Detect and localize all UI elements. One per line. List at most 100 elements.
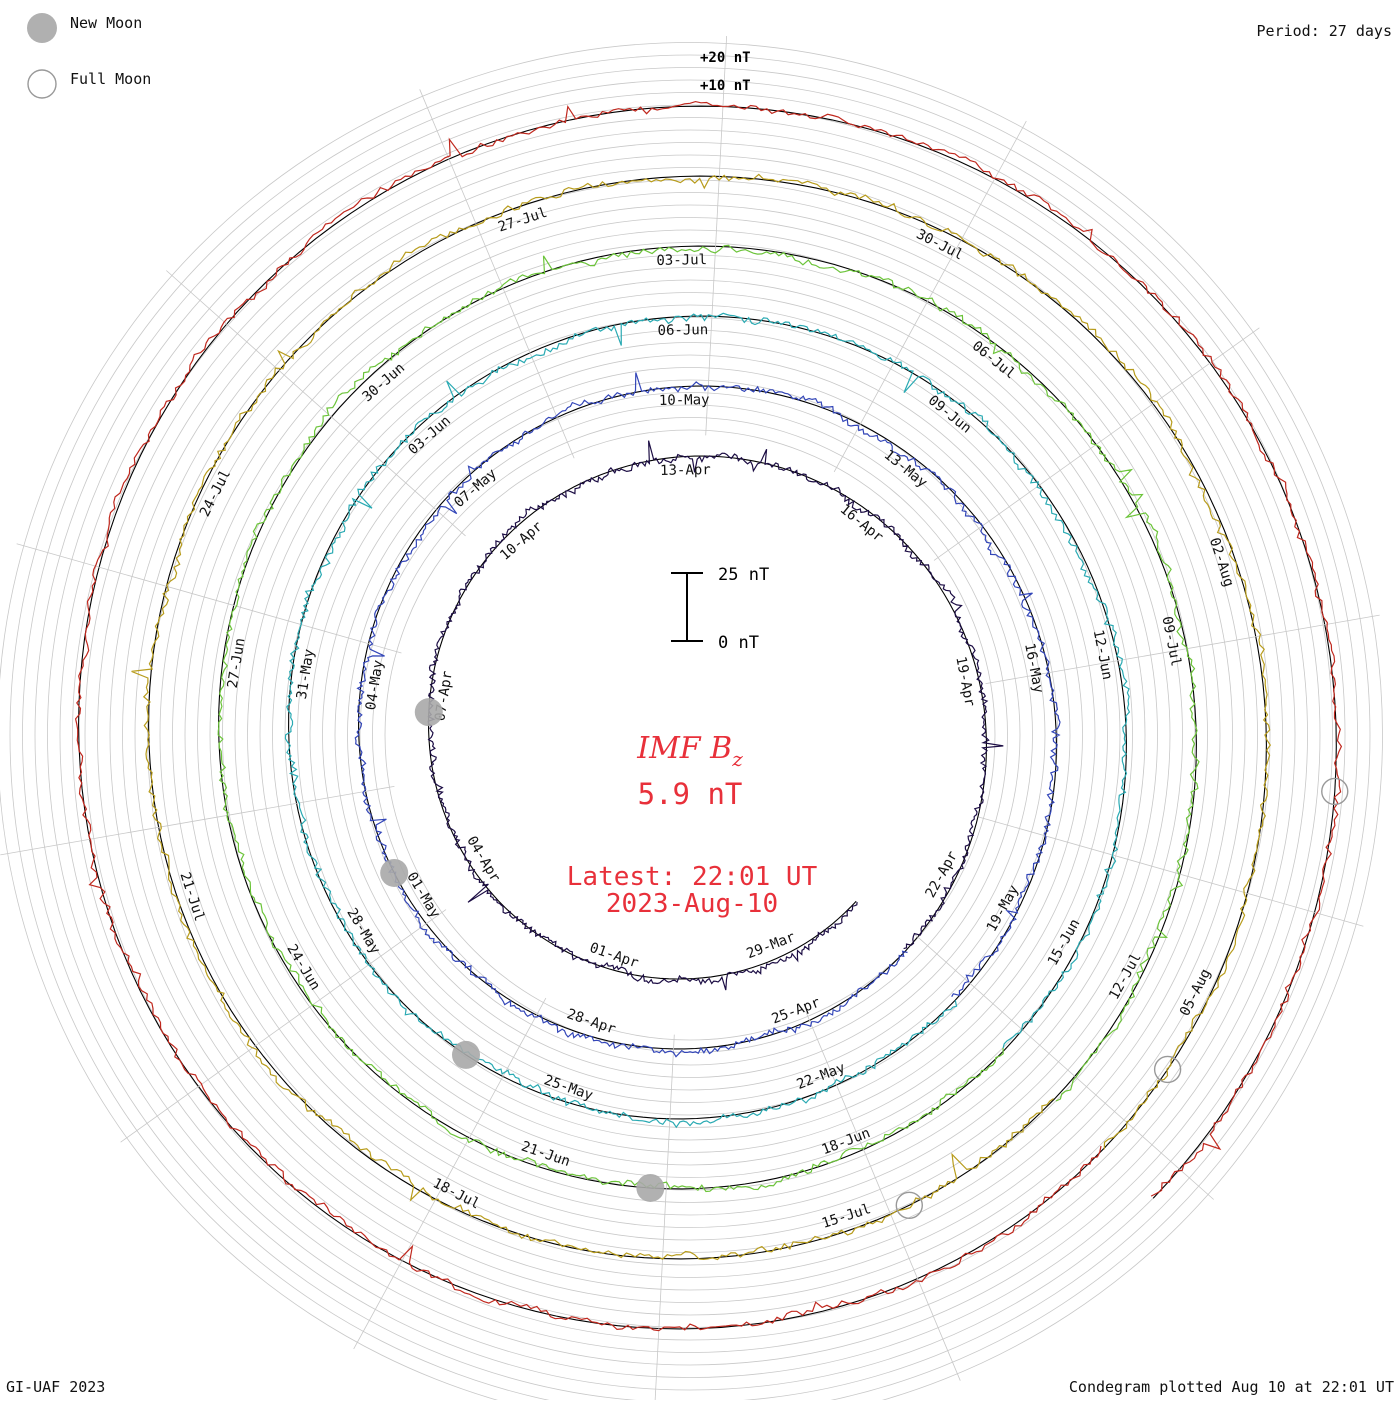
grid-spoke	[978, 816, 1364, 927]
grid-spoke	[985, 614, 1380, 685]
series-jul	[131, 173, 1272, 1261]
date-label: 10-Apr	[497, 519, 546, 564]
date-label: 05-Aug	[1177, 966, 1214, 1018]
new-moon-label: New Moon	[70, 14, 142, 32]
date-label: 04-Apr	[463, 833, 503, 885]
grid-ring	[297, 342, 1083, 1128]
imf-title: IMF Bz	[636, 731, 743, 771]
series-jun-jul	[217, 244, 1200, 1193]
moon-markers	[380, 698, 1349, 1219]
grid-ring	[209, 254, 1171, 1216]
new-moon-icon	[27, 13, 57, 43]
grid-ring	[197, 242, 1183, 1228]
grid-ring	[359, 404, 1021, 1066]
date-label: 16-Apr	[837, 501, 886, 545]
credit-label: GI-UAF 2023	[6, 1378, 106, 1396]
grid-spoke	[0, 785, 395, 856]
latest-time: Latest: 22:01 UT	[567, 862, 818, 892]
scale-bar	[671, 572, 703, 642]
grid-ring	[259, 304, 1121, 1166]
grid-ring	[234, 279, 1146, 1191]
plotted-label: Condegram plotted Aug 10 at 22:01 UT	[1068, 1378, 1394, 1396]
new-moon-marker	[451, 1040, 480, 1069]
grid-ring	[247, 292, 1133, 1178]
scale-bar-bottom-label: 0 nT	[718, 633, 759, 653]
grid-ring	[9, 54, 1371, 1404]
date-label: 18-Jun	[820, 1125, 873, 1158]
grid-ring	[122, 167, 1258, 1303]
grid-rings	[0, 42, 1383, 1404]
date-label: 25-May	[542, 1072, 595, 1104]
grid-spoke	[120, 909, 447, 1143]
grid-spoke	[933, 327, 1260, 561]
grid-ring	[109, 154, 1271, 1316]
series-mar-apr	[427, 440, 1004, 991]
grid-spoke	[914, 933, 1214, 1200]
date-label: 27-Jun	[225, 637, 249, 689]
scale-bar-top-label: 25 nT	[718, 565, 769, 585]
date-label: 21-Jun	[519, 1139, 572, 1171]
grid-spoke	[166, 270, 466, 537]
date-label: 21-Jul	[176, 870, 207, 923]
grid-ring	[147, 192, 1233, 1278]
grid-spoke	[654, 1034, 675, 1404]
period-label: Period: 27 days	[1256, 22, 1392, 40]
full-moon-icon	[27, 69, 57, 99]
grid-ring	[309, 354, 1071, 1116]
date-label: 01-May	[403, 870, 443, 922]
scale-label-plus10: +10 nT	[700, 78, 751, 94]
latest-date: 2023-Aug-10	[606, 889, 778, 919]
date-label: 16-May	[1021, 642, 1046, 695]
grid-ring	[347, 392, 1033, 1078]
imf-title-main: IMF B	[636, 731, 732, 766]
date-label: 19-Apr	[952, 655, 977, 708]
date-label: 15-Jul	[820, 1201, 873, 1232]
grid-spoke	[419, 89, 575, 459]
series-may-jun	[284, 312, 1131, 1129]
new-moon-marker	[636, 1173, 665, 1202]
full-moon-marker	[895, 1191, 923, 1219]
date-label: 10-May	[659, 392, 710, 409]
date-label: 04-May	[363, 659, 387, 711]
grid-ring	[322, 367, 1058, 1103]
grid-ring	[384, 429, 996, 1041]
grid-ring	[0, 42, 1383, 1404]
grid-ring	[72, 117, 1308, 1353]
grid-ring	[222, 267, 1158, 1203]
date-label: 03-Jun	[405, 413, 454, 458]
new-moon-marker	[380, 858, 409, 887]
full-moon-label: Full Moon	[70, 70, 151, 88]
grid-ring	[372, 417, 1008, 1053]
scale-label-plus20: +20 nT	[700, 50, 751, 66]
grid-ring	[134, 179, 1246, 1291]
grid-ring	[334, 379, 1046, 1091]
imf-title-subscript: z	[731, 747, 743, 771]
grid-spoke	[353, 997, 547, 1350]
grid-spoke	[705, 35, 728, 436]
new-moon-marker	[414, 698, 443, 727]
grid-spoke	[833, 120, 1027, 473]
date-label: 06-Jun	[657, 322, 708, 339]
date-label: 24-Jul	[197, 467, 234, 519]
date-label: 13-Apr	[660, 462, 711, 479]
grid-ring	[159, 204, 1221, 1266]
date-label: 02-Aug	[1206, 536, 1237, 589]
imf-value: 5.9 nT	[638, 777, 743, 811]
full-moon-marker	[1153, 1055, 1182, 1084]
series-apr-may	[354, 372, 1061, 1058]
date-label: 25-Apr	[770, 994, 823, 1027]
date-label: 15-Jun	[1045, 916, 1084, 968]
grid-ring	[84, 129, 1296, 1341]
series-aug	[74, 100, 1343, 1332]
grid-ring	[59, 104, 1321, 1366]
grid-ring	[47, 92, 1333, 1378]
date-label: 03-Jul	[656, 252, 707, 269]
grid-spoke	[16, 543, 402, 654]
date-label: 12-Jun	[1090, 628, 1115, 681]
full-moon-marker	[1321, 777, 1349, 806]
date-label: 31-May	[294, 648, 318, 700]
grid-spoke	[805, 1011, 961, 1381]
date-label: 28-May	[343, 906, 383, 958]
